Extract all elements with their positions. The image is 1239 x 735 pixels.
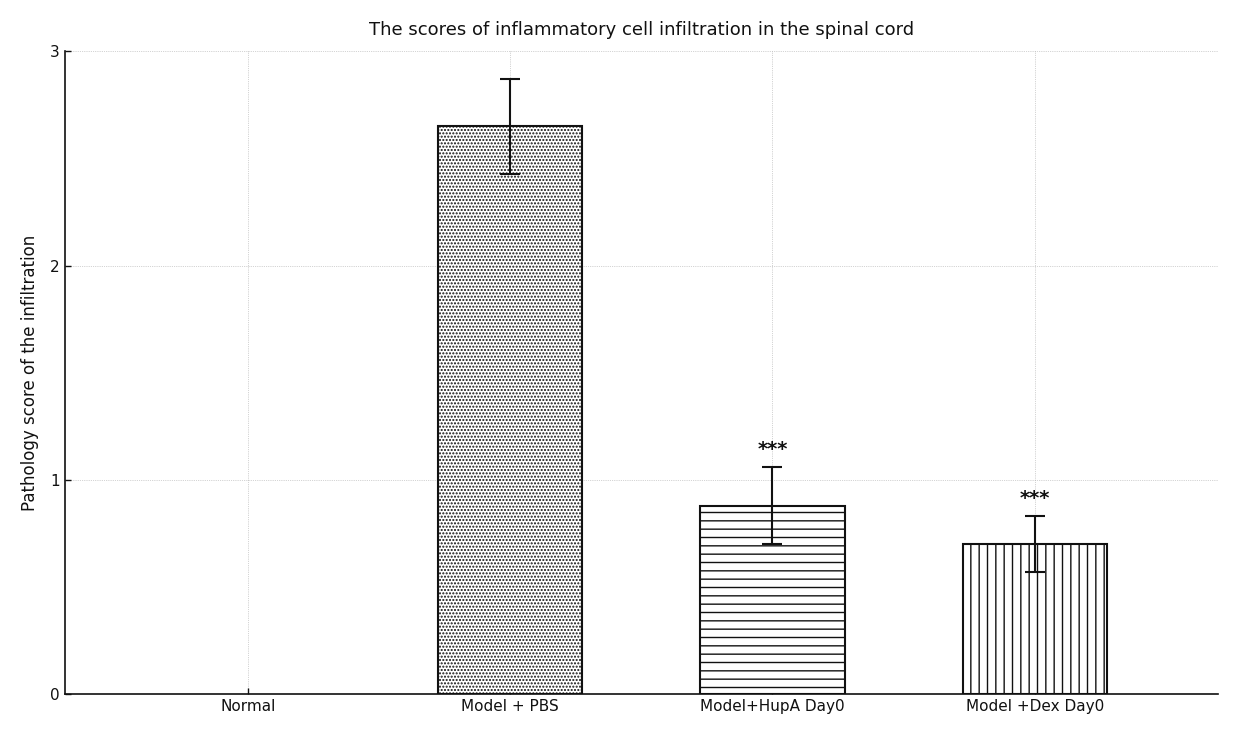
Y-axis label: Pathology score of the infiltration: Pathology score of the infiltration [21, 234, 38, 511]
Title: The scores of inflammatory cell infiltration in the spinal cord: The scores of inflammatory cell infiltra… [369, 21, 914, 39]
Text: ***: *** [1020, 489, 1049, 508]
Bar [963, 545, 1106, 695]
Bar [439, 126, 582, 695]
Bar [700, 506, 845, 695]
Text: ***: *** [757, 440, 788, 459]
